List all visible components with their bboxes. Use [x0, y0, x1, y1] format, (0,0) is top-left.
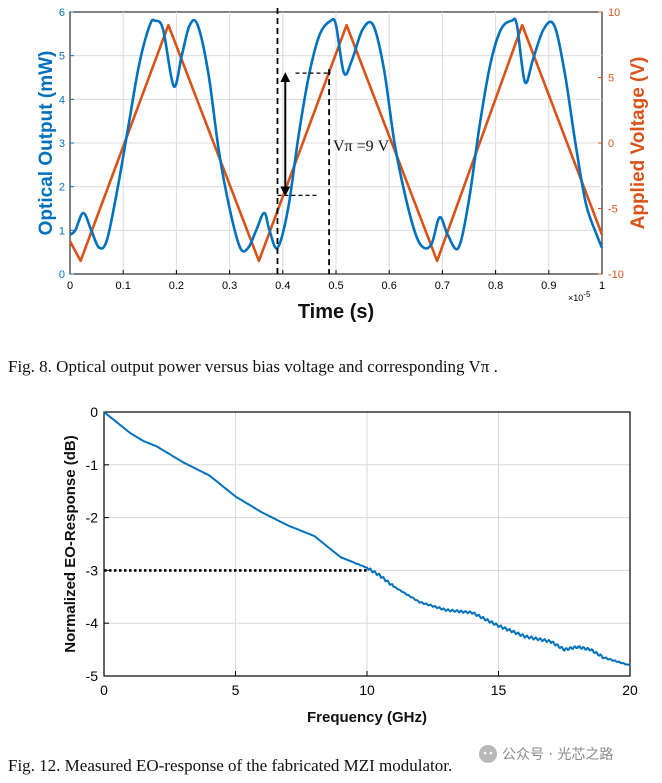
- series-optical-output: [69, 17, 604, 253]
- chart2-y-tick-label: -3: [86, 562, 99, 578]
- chart-eo-response: 0 5 10 15 20 0 -1 -2 -3 -4 -5 Frequency (GHz) Nor…: [62, 404, 638, 726]
- chart1-x-ticks: 0 0.1 0.2 0.3 0.4 0.5 0.6 0.7 0.8 0.9 1: [67, 270, 605, 292]
- chart1-y-tick-label-right: -10: [608, 269, 624, 281]
- chart1-x-tick-label: 1: [599, 280, 605, 292]
- chart2-x-tick-label: 15: [491, 682, 507, 698]
- vpi-annotation: Vπ =9 V: [333, 138, 390, 155]
- series-eo-response: [103, 411, 631, 667]
- caption-fig12: Fig. 12. Measured EO-response of the fab…: [8, 756, 452, 775]
- chart1-y-tick-label-right: -5: [608, 204, 618, 216]
- chart2-x-ticks: 0 5 10 15 20: [100, 671, 638, 698]
- chart1-y-tick-label-right: 5: [608, 73, 614, 85]
- chart1-y-tick-label-right: 10: [608, 7, 620, 19]
- chart2-y-tick-label: -1: [86, 457, 99, 473]
- chart1-y-axis-label-left: Optical Output (mW): [36, 51, 57, 236]
- chart2-y-tick-label: -2: [86, 510, 99, 526]
- chart2-x-tick-label: 5: [232, 682, 240, 698]
- series-applied-voltage: [68, 23, 604, 263]
- chart1-y-tick-label-left: 3: [59, 138, 65, 150]
- chart2-grid: [104, 412, 630, 676]
- chart1-x-tick-label: 0.6: [382, 280, 397, 292]
- wechat-eye-left-icon: [483, 751, 487, 755]
- chart2-y-tick-label: -4: [86, 615, 99, 631]
- chart2-y-axis-label: Normalized EO-Response (dB): [62, 435, 79, 653]
- chart2-x-tick-label: 10: [359, 682, 375, 698]
- chart1-x-tick-label: 0.2: [169, 280, 184, 292]
- chart1-x-tick-label: 0.8: [488, 280, 503, 292]
- chart-optical-output: 0 0.1 0.2 0.3 0.4 0.5 0.6 0.7 0.8 0.9 1 0 1 2 3 4 5 6 -1…: [36, 7, 649, 323]
- wechat-logo-icon: [479, 745, 497, 763]
- chart2-y-tick-label: 0: [90, 404, 98, 420]
- watermark-text: 公众号 · 光芯之路: [502, 747, 613, 763]
- watermark: 公众号 · 光芯之路: [479, 745, 613, 763]
- chart1-y-tick-label-left: 0: [59, 269, 65, 281]
- chart1-x-tick-label: 0.5: [328, 280, 343, 292]
- chart1-y-ticks-right: -10 -5 0 5 10: [598, 7, 624, 281]
- chart1-x-tick-label: 0: [67, 280, 73, 292]
- chart2-y-ticks: 0 -1 -2 -3 -4 -5: [86, 404, 109, 684]
- chart2-x-tick-label: 0: [100, 682, 108, 698]
- chart1-y-tick-label-left: 5: [59, 51, 65, 63]
- x-exponent-base: ×10: [568, 293, 583, 303]
- wechat-eye-right-icon: [489, 751, 493, 755]
- chart1-y-ticks-left: 0 1 2 3 4 5 6: [59, 7, 74, 281]
- chart1-y-tick-label-left: 6: [59, 7, 65, 19]
- chart2-y-tick-label: -5: [86, 668, 99, 684]
- chart2-x-tick-label: 20: [622, 682, 638, 698]
- chart1-x-tick-label: 0.4: [275, 280, 290, 292]
- caption-fig8: Fig. 8. Optical output power versus bias…: [8, 357, 498, 376]
- chart1-x-tick-label: 0.3: [222, 280, 237, 292]
- chart1-x-tick-label: 0.9: [541, 280, 556, 292]
- chart1-y-tick-label-right: 0: [608, 138, 614, 150]
- chart1-y-axis-label-right: Applied Voltage (V): [628, 57, 649, 230]
- chart1-x-tick-label: 0.1: [116, 280, 131, 292]
- chart1-x-axis-label: Time (s): [298, 301, 374, 323]
- chart1-y-tick-label-left: 1: [59, 225, 65, 237]
- x-exponent-power: -5: [583, 290, 591, 299]
- chart1-x-exponent: ×10-5: [568, 290, 591, 303]
- chart2-x-axis-label: Frequency (GHz): [307, 709, 427, 726]
- chart1-x-tick-label: 0.7: [435, 280, 450, 292]
- chart1-y-tick-label-left: 4: [59, 94, 65, 106]
- chart1-y-tick-label-left: 2: [59, 182, 65, 194]
